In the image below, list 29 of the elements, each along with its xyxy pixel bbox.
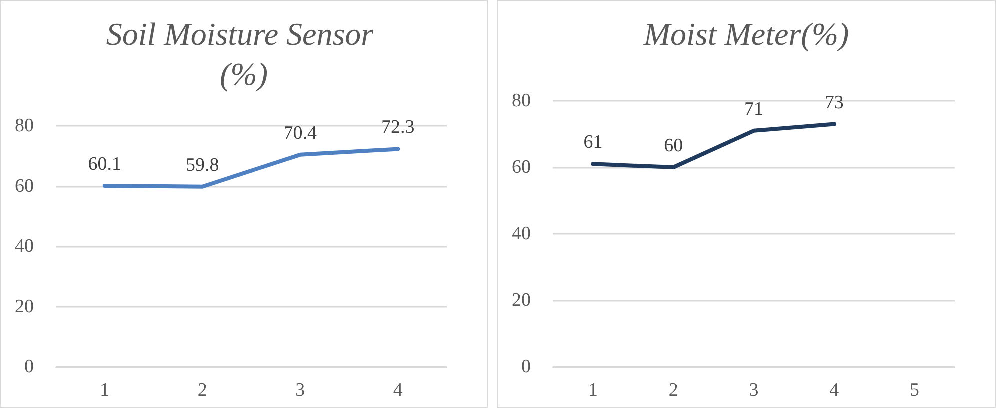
y-tick-label: 60 [15,176,34,197]
data-label: 70.4 [284,122,318,144]
x-tick-label: 2 [198,380,208,401]
y-tick-label: 0 [24,356,34,378]
x-tick-label: 1 [588,380,598,401]
x-tick-label: 3 [296,380,306,401]
data-label: 71 [744,98,764,120]
y-tick-label: 60 [512,157,531,178]
y-tick-label: 80 [512,90,531,112]
data-label: 59.8 [186,154,220,176]
y-tick-label: 40 [15,236,34,257]
chart-title: Moist Meter(%) [642,16,850,52]
x-tick-label: 4 [393,380,404,401]
data-label: 73 [824,92,844,114]
data-label: 60 [664,136,684,156]
x-tick-label: 4 [830,380,840,401]
data-label: 72.3 [382,117,415,138]
y-tick-label: 80 [15,116,34,136]
data-label: 60.1 [88,154,122,175]
x-tick-label: 3 [749,380,759,401]
y-tick-label: 40 [512,224,531,244]
x-tick-label: 2 [668,380,678,401]
x-tick-label: 5 [910,380,920,401]
chart-title: Soil Moisture Sensor (%) [106,16,382,92]
y-tick-label: 20 [512,290,531,311]
y-tick-label: 20 [15,296,34,318]
y-tick-label: 0 [522,356,531,378]
data-label: 61 [584,132,603,154]
x-tick-label: 1 [100,380,110,401]
